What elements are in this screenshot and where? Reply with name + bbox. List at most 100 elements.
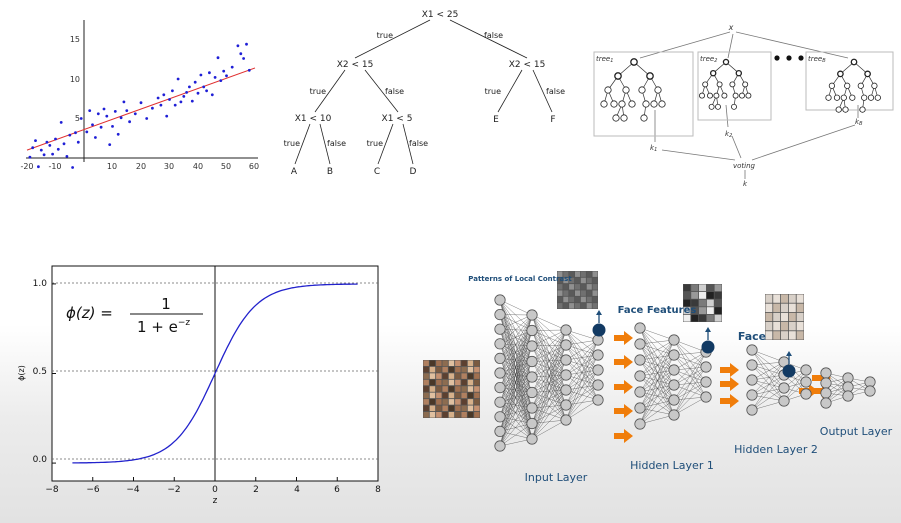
tree-node — [835, 106, 842, 113]
nn-edge — [639, 369, 675, 425]
nn-neuron — [700, 376, 712, 388]
svg-text:k2: k2 — [725, 130, 732, 139]
formula-numerator: 1 — [161, 295, 171, 313]
tree-node — [828, 82, 836, 89]
nn-neuron — [746, 404, 758, 416]
x-tick-label: -10 — [48, 162, 61, 171]
nn-edge — [673, 339, 707, 353]
nn-edge — [499, 314, 533, 362]
tree-leaf: B — [327, 167, 333, 177]
scatter-point — [185, 91, 189, 94]
y-tick-label: 1.0 — [33, 279, 48, 289]
x-axis-label: z — [213, 496, 218, 506]
nn-edge — [673, 351, 707, 371]
nn-edge — [499, 358, 533, 409]
nn-edge — [673, 366, 707, 416]
tree-node — [732, 92, 739, 99]
scatter-point — [159, 103, 163, 107]
feature-arrow-head — [596, 310, 602, 315]
nn-neuron — [592, 364, 604, 376]
scatter-point — [68, 133, 72, 137]
nn-edge — [639, 339, 675, 361]
nn-edge — [639, 407, 675, 416]
scatter-point — [125, 109, 129, 112]
nn-edge — [639, 327, 675, 356]
nn-neuron — [560, 339, 572, 351]
nn-edge — [531, 345, 567, 391]
tree-panel — [697, 51, 772, 121]
nn-edge — [751, 349, 785, 402]
nn-edge — [565, 369, 599, 421]
nn-neuron — [526, 417, 538, 430]
nn-neuron — [494, 308, 506, 321]
nn-neuron — [560, 369, 572, 381]
tree-panel — [593, 51, 694, 137]
tree-node: X2 < 15 — [337, 60, 374, 70]
nn-edge — [751, 374, 785, 396]
nn-edge — [531, 389, 567, 440]
tree-node — [610, 100, 618, 108]
nn-neuron — [800, 376, 812, 388]
flow-arrow — [614, 355, 633, 369]
nn-edge — [531, 376, 567, 391]
scatter-point — [139, 101, 143, 105]
nn-neuron — [778, 382, 790, 394]
nn-neuron — [592, 349, 604, 361]
scatter-point — [168, 98, 171, 101]
scatter-point — [182, 95, 186, 98]
tree-node-root: X1 < 25 — [422, 10, 459, 20]
nn-neuron — [634, 354, 646, 366]
scatter-point — [188, 85, 191, 89]
nn-edge — [639, 354, 675, 409]
nn-edge — [499, 358, 533, 393]
edge-label: true — [284, 139, 300, 148]
tree-node — [735, 69, 743, 77]
face-image — [765, 294, 804, 340]
nn-edge — [531, 392, 567, 421]
nn-edge — [499, 372, 533, 409]
edge-label: false — [546, 87, 565, 96]
nn-neuron — [746, 344, 758, 356]
scatter-point — [54, 137, 57, 141]
svg-text:1 + e−z: 1 + e−z — [137, 318, 190, 336]
nn-neuron — [560, 384, 572, 396]
nn-neuron — [592, 379, 604, 391]
tree-node — [654, 86, 662, 94]
svg-text:tree2: tree2 — [700, 55, 717, 64]
scatter-point — [59, 121, 63, 124]
nn-edge — [565, 384, 599, 421]
nn-edge — [673, 396, 707, 416]
nn-edge — [499, 361, 533, 388]
nn-neuron — [592, 394, 604, 406]
nn-edge — [499, 376, 533, 388]
nn-edge — [531, 374, 567, 440]
nn-edge — [751, 387, 785, 411]
scatter-point — [88, 109, 92, 112]
nn-neuron — [560, 414, 572, 426]
flow-arrow — [720, 377, 739, 391]
nn-neuron — [668, 349, 680, 361]
nn-neuron — [494, 367, 506, 379]
nn-edge — [565, 339, 599, 421]
nn-edge — [531, 314, 567, 376]
nn-edge — [499, 372, 533, 393]
scatter-point — [74, 131, 77, 135]
nn-neuron — [800, 364, 812, 376]
nn-edge — [639, 359, 675, 416]
nn-edge — [499, 376, 533, 403]
x-tick-label: 50 — [221, 162, 231, 171]
input-faces-image — [423, 360, 480, 418]
voting-label: voting — [733, 162, 756, 170]
scatter-point — [151, 106, 154, 110]
y-tick-label: 15 — [70, 35, 80, 44]
x-tick-label: −6 — [86, 485, 100, 495]
nn-edge — [531, 330, 567, 376]
nn-neuron — [842, 390, 854, 402]
tree-subscript: 1 — [610, 58, 613, 64]
scatter-point — [119, 116, 123, 120]
x-tick-label: −8 — [45, 485, 59, 495]
nn-edge — [565, 339, 599, 406]
formula-denominator: 1 + e — [137, 318, 178, 336]
nn-edge — [531, 329, 567, 331]
nn-edge — [499, 402, 533, 440]
